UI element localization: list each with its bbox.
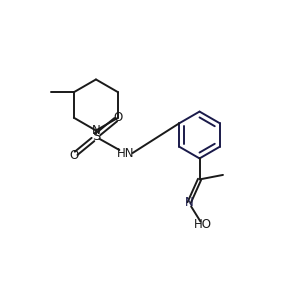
- Text: HO: HO: [193, 218, 211, 231]
- Text: N: N: [91, 124, 100, 137]
- Text: N: N: [185, 196, 193, 209]
- Text: O: O: [70, 149, 79, 162]
- Text: O: O: [113, 111, 122, 124]
- Text: S: S: [92, 130, 100, 143]
- Text: HN: HN: [117, 147, 135, 160]
